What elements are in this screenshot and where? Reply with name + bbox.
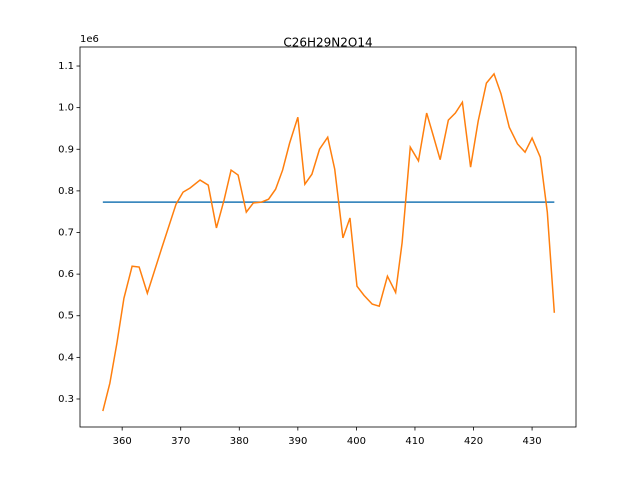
line-series (102, 72, 556, 412)
x-tick-label: 370 (171, 436, 190, 447)
y-tick-label: 0.5 (58, 311, 74, 322)
x-tick-label: 410 (405, 436, 424, 447)
y-tick-label: 0.3 (58, 394, 74, 405)
y-tick-label: 0.9 (58, 144, 74, 155)
y-tick-label: 0.6 (58, 269, 74, 280)
axes-frame (79, 46, 577, 428)
x-tick-label: 380 (230, 436, 249, 447)
x-tick-label: 390 (288, 436, 307, 447)
y-offset-label: 1e6 (80, 34, 99, 45)
y-tick-label: 0.4 (58, 352, 74, 363)
x-tick-label: 360 (113, 436, 132, 447)
y-tick-label: 0.8 (58, 186, 74, 197)
x-tick-label: 420 (464, 436, 483, 447)
x-tick-label: 430 (523, 436, 542, 447)
y-tick-label: 1.0 (58, 103, 74, 114)
x-tick-label: 400 (347, 436, 366, 447)
y-tick-label: 1.1 (58, 61, 74, 72)
chart-title: C26H29N2O14 (283, 36, 372, 50)
y-tick-label: 0.7 (58, 228, 74, 239)
